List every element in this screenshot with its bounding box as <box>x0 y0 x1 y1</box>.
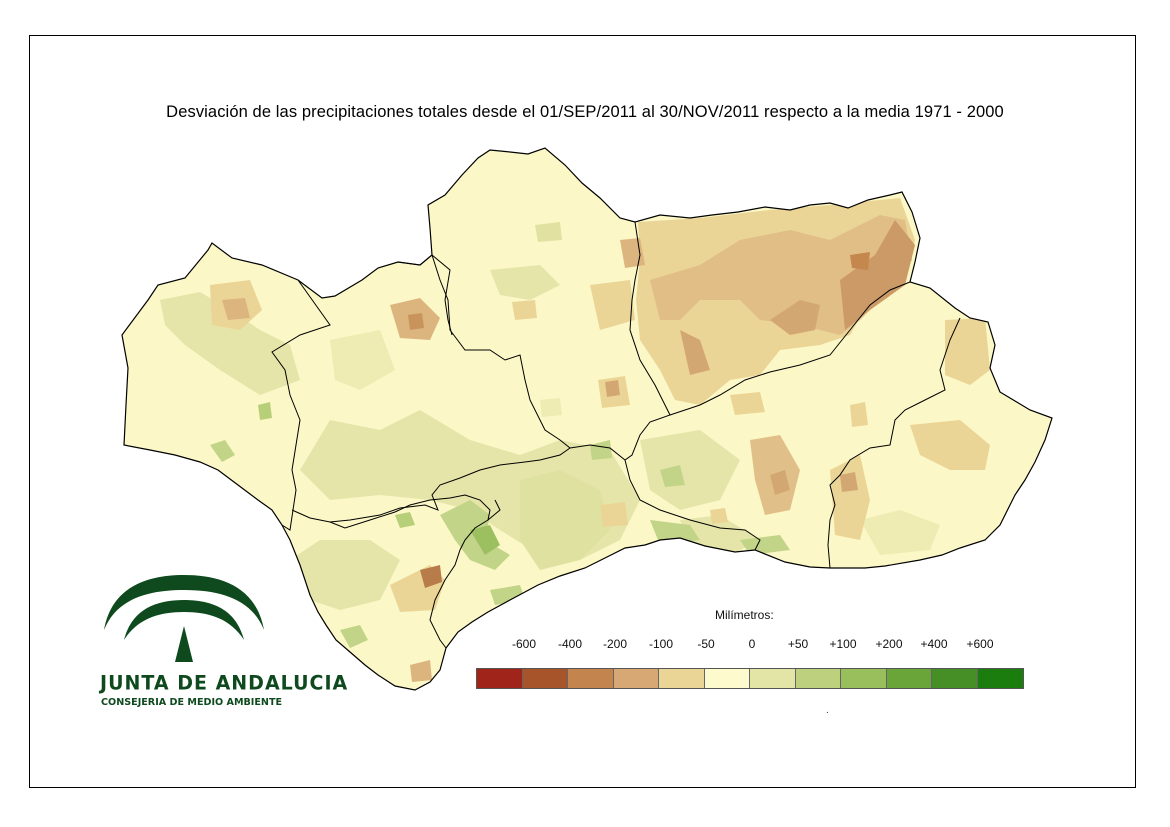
legend-label: +50 <box>787 637 809 651</box>
logo-name: JUNTA DE ANDALUCIA <box>100 671 349 695</box>
legend-swatch <box>795 669 841 688</box>
legend-swatch <box>659 669 705 688</box>
boundary-cordoba-west <box>431 254 453 336</box>
legend-label: +400 <box>920 637 948 651</box>
legend-swatch <box>841 669 887 688</box>
boundary-granada-almeria <box>827 317 961 569</box>
footnote-dot: . <box>826 705 829 716</box>
legend-label: -100 <box>648 637 674 651</box>
legend-label: +600 <box>966 637 994 651</box>
legend-color-bar <box>476 668 1024 689</box>
junta-logo-emblem <box>104 575 264 662</box>
legend-label: +200 <box>875 637 903 651</box>
legend-swatch <box>522 669 568 688</box>
logo-arc-outer-icon <box>104 575 264 630</box>
legend-label: -600 <box>511 637 537 651</box>
legend-label: -200 <box>602 637 628 651</box>
legend-swatch <box>477 669 523 688</box>
legend-label: +100 <box>829 637 857 651</box>
province-boundaries <box>271 221 961 649</box>
legend-labels: -600 -400 -200 -100 -50 0 +50 +100 +200 … <box>0 637 1170 653</box>
boundary-granada-malaga <box>624 459 761 551</box>
map-frame <box>29 35 1136 788</box>
legend-label: 0 <box>748 637 756 651</box>
legend-swatch <box>568 669 614 688</box>
legend-swatch <box>977 669 1023 688</box>
legend-swatch <box>704 669 750 688</box>
legend-title: Milímetros: <box>715 608 774 622</box>
precipitation-field <box>122 148 1052 690</box>
legend-swatch <box>886 669 932 688</box>
legend-label: -50 <box>697 637 715 651</box>
logo-column-icon <box>175 626 193 662</box>
boundary-jaen-granada <box>669 281 911 416</box>
legend-swatch <box>750 669 796 688</box>
boundary-malaga-north <box>487 499 501 521</box>
legend-swatch <box>613 669 659 688</box>
boundary-cordoba-jaen <box>569 221 671 461</box>
boundary-sevilla <box>291 254 571 523</box>
map-title: Desviación de las precipitaciones totale… <box>166 103 1004 121</box>
logo-arc-inner-icon <box>124 600 244 640</box>
logo-subtitle: CONSEJERIA DE MEDIO AMBIENTE <box>101 697 283 708</box>
legend-label: -400 <box>557 637 583 651</box>
boundary-huelva-sevilla <box>271 279 331 531</box>
boundary-cadiz-malaga <box>329 494 491 649</box>
legend-swatch <box>932 669 978 688</box>
